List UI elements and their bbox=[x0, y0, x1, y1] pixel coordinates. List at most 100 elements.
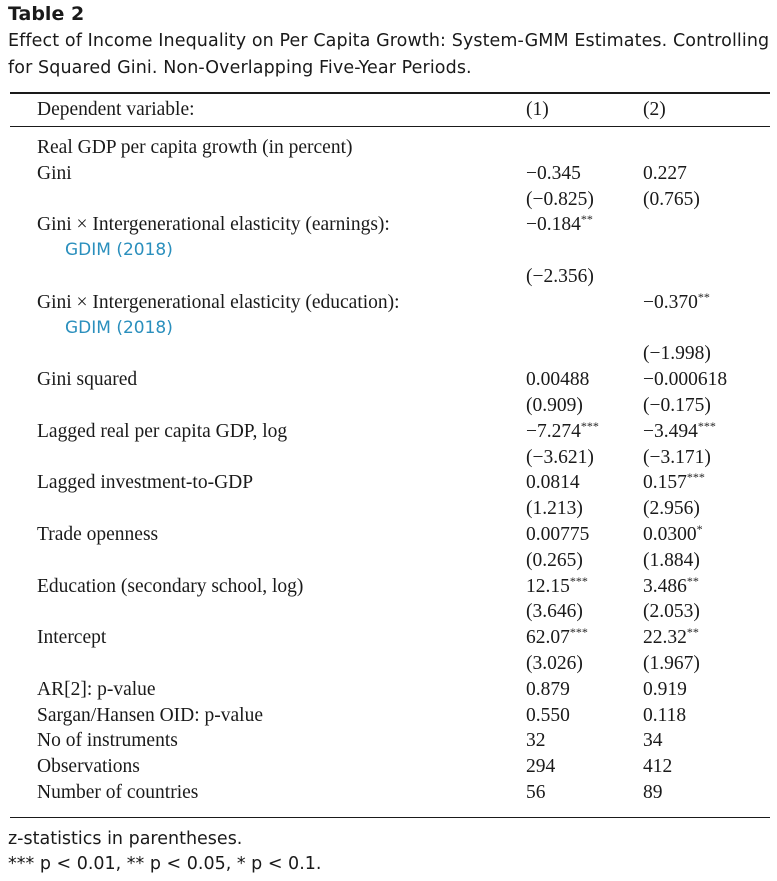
cell-value: (3.646) bbox=[526, 601, 583, 623]
row-label: Gini bbox=[37, 162, 72, 184]
cell-col-1: (1.213) bbox=[526, 496, 583, 522]
cell-col-2: −0.000618 bbox=[643, 367, 727, 393]
cell-col-2: (2.956) bbox=[643, 496, 700, 522]
cell-col-2: 0.118 bbox=[643, 703, 686, 729]
cell-col-1: 62.07*** bbox=[526, 625, 588, 651]
table-row: (3.026) (1.967) bbox=[0, 651, 777, 677]
cell-value: 0.157 bbox=[643, 472, 687, 494]
row-label: Observations bbox=[37, 756, 140, 778]
cell-value: 0.919 bbox=[643, 678, 687, 700]
table-row: Lagged real per capita GDP, log −7.274***… bbox=[0, 419, 777, 445]
bottom-rule bbox=[10, 817, 770, 818]
cell-value: 0.00488 bbox=[526, 369, 590, 391]
header-label: Dependent variable: bbox=[37, 99, 195, 120]
cell-value: (2.956) bbox=[643, 498, 700, 520]
cell-col-2: 22.32** bbox=[643, 625, 699, 651]
top-rule bbox=[10, 92, 770, 94]
cell-col-1: 0.550 bbox=[526, 703, 570, 729]
table-row: Education (secondary school, log) 12.15**… bbox=[0, 574, 777, 600]
table-row: (−3.621) (−3.171) bbox=[0, 445, 777, 471]
cell-col-2: −3.494*** bbox=[643, 419, 716, 445]
table-row: (1.213) (2.956) bbox=[0, 496, 777, 522]
row-label: AR[2]: p-value bbox=[37, 678, 156, 700]
cell-col-2: (2.053) bbox=[643, 599, 700, 625]
row-label: Trade openness bbox=[37, 523, 159, 545]
cell-value: (0.765) bbox=[643, 188, 700, 210]
cell-col-2: (1.884) bbox=[643, 548, 700, 574]
cell-value: 62.07 bbox=[526, 627, 570, 649]
cell-col-1: 294 bbox=[526, 754, 555, 780]
significance-stars: *** bbox=[686, 470, 705, 485]
cell-col-1: (3.026) bbox=[526, 651, 583, 677]
significance-stars: * bbox=[696, 521, 703, 536]
significance-stars: ** bbox=[580, 212, 593, 227]
table-row: (−0.825) (0.765) bbox=[0, 187, 777, 213]
table-row: (0.265) (1.884) bbox=[0, 548, 777, 574]
footnote-significance: *** p < 0.01, ** p < 0.05, * p < 0.1. bbox=[8, 854, 322, 874]
cell-value: (1.967) bbox=[643, 652, 700, 674]
cell-col-1: (0.265) bbox=[526, 548, 583, 574]
row-label: Gini squared bbox=[37, 369, 138, 391]
cell-value: 32 bbox=[526, 730, 546, 752]
cell-col-1: −7.274*** bbox=[526, 419, 599, 445]
significance-stars: ** bbox=[697, 289, 710, 304]
table-row: Gini × Intergenerational elasticity (ear… bbox=[0, 212, 777, 238]
cell-value: 3.486 bbox=[643, 575, 687, 597]
cell-value: 0.227 bbox=[643, 162, 687, 184]
cell-value: (−3.171) bbox=[643, 446, 711, 468]
header-col-2: (2) bbox=[643, 99, 666, 120]
row-label: Sargan/Hansen OID: p-value bbox=[37, 704, 263, 726]
significance-stars: *** bbox=[580, 418, 599, 433]
cell-col-1: (−3.621) bbox=[526, 445, 594, 471]
cell-col-1: 0.00775 bbox=[526, 522, 589, 548]
row-label: Gini × Intergenerational elasticity (edu… bbox=[37, 291, 400, 313]
cell-value: (1.884) bbox=[643, 549, 700, 571]
cell-value: −0.184 bbox=[526, 214, 581, 236]
cell-value: (0.909) bbox=[526, 394, 583, 416]
cell-col-1: (3.646) bbox=[526, 599, 583, 625]
cell-value: (3.026) bbox=[526, 652, 583, 674]
cell-value: 12.15 bbox=[526, 575, 570, 597]
cell-value: 34 bbox=[643, 730, 663, 752]
cell-value: (−1.998) bbox=[643, 343, 711, 365]
cell-col-1: 0.00488 bbox=[526, 367, 589, 393]
cell-value: 0.0300 bbox=[643, 523, 697, 545]
significance-stars: ** bbox=[686, 625, 699, 640]
cell-col-1: −0.184** bbox=[526, 212, 593, 238]
cell-value: 56 bbox=[526, 781, 546, 803]
cell-value: (2.053) bbox=[643, 601, 700, 623]
cell-value: 0.00775 bbox=[526, 523, 590, 545]
cell-col-2: (−0.175) bbox=[643, 393, 711, 419]
cell-col-2: 412 bbox=[643, 754, 672, 780]
cell-value: (−3.621) bbox=[526, 446, 594, 468]
row-label: Number of countries bbox=[37, 781, 199, 803]
row-label: Intercept bbox=[37, 627, 107, 649]
table-row: Lagged investment-to-GDP 0.0814 0.157*** bbox=[0, 470, 777, 496]
cell-value: 22.32 bbox=[643, 627, 687, 649]
citation-link[interactable]: GDIM (2018) bbox=[65, 317, 173, 338]
cell-col-1: 56 bbox=[526, 780, 546, 806]
significance-stars: *** bbox=[569, 573, 588, 588]
table-row: AR[2]: p-value 0.879 0.919 bbox=[0, 677, 777, 703]
cell-col-1: (−2.356) bbox=[526, 264, 594, 290]
cell-col-2: 89 bbox=[643, 780, 663, 806]
cell-col-1: 12.15*** bbox=[526, 574, 588, 600]
table-row: GDIM (2018) bbox=[0, 316, 777, 342]
citation-link[interactable]: GDIM (2018) bbox=[65, 240, 173, 261]
cell-value: (−0.825) bbox=[526, 188, 594, 210]
cell-col-2: 0.227 bbox=[643, 161, 687, 187]
table-row: (3.646) (2.053) bbox=[0, 599, 777, 625]
table-row: (−2.356) bbox=[0, 264, 777, 290]
footnote-z-stats: z-statistics in parentheses. bbox=[8, 829, 243, 849]
cell-col-1: −0.345 bbox=[526, 161, 581, 187]
table-row: Gini × Intergenerational elasticity (edu… bbox=[0, 290, 777, 316]
row-label: Real GDP per capita growth (in percent) bbox=[37, 137, 353, 158]
cell-value: (−0.175) bbox=[643, 394, 711, 416]
cell-col-2: −0.370** bbox=[643, 290, 710, 316]
cell-value: −7.274 bbox=[526, 420, 581, 442]
table-row: Trade openness 0.00775 0.0300* bbox=[0, 522, 777, 548]
table-row: GDIM (2018) bbox=[0, 238, 777, 264]
cell-value: 412 bbox=[643, 756, 673, 778]
row-label: No of instruments bbox=[37, 730, 178, 752]
cell-value: (−2.356) bbox=[526, 265, 594, 287]
